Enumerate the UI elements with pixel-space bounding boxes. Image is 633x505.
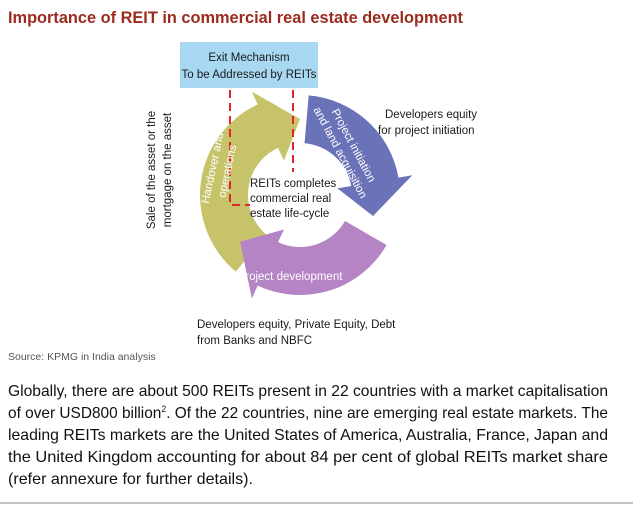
center-text: commercial real <box>250 193 331 205</box>
center-text: REITs completes <box>250 178 337 190</box>
arrow-handover <box>200 91 300 272</box>
arrow-development <box>240 221 387 299</box>
dashed-connector <box>229 90 294 206</box>
arrow-label: Project development <box>238 271 344 283</box>
paragraph-line: the United Kingdom accounting for about … <box>8 449 608 466</box>
note: from Banks and NBFC <box>197 335 312 347</box>
arrow-initiation <box>304 95 413 216</box>
source: Source: KPMG in India analysis <box>8 351 156 363</box>
paragraph-text: of over USD800 billion <box>8 405 161 422</box>
exit-text: Exit Mechanism <box>208 52 289 64</box>
paragraph-line: Globally, there are about 500 REITs pres… <box>8 383 608 400</box>
exit-box <box>180 42 318 88</box>
paragraph-line: leading REITs markets are the United Sta… <box>8 427 608 444</box>
footnote: 2 <box>161 404 166 414</box>
note: for project initiation <box>378 125 475 137</box>
paragraph-line: of over USD800 billion2. Of the 22 count… <box>8 404 608 422</box>
side-note: Sale of the asset or the <box>146 111 158 229</box>
exit-text: To be Addressed by REITs <box>182 69 317 81</box>
paragraph-line: (refer annexure for further details). <box>8 471 253 488</box>
cycle <box>200 91 413 299</box>
title: Importance of REIT in commercial real es… <box>8 8 463 27</box>
center-text: estate life-cycle <box>250 208 329 220</box>
paragraph-text: . Of the 22 countries, nine are emerging… <box>166 405 608 422</box>
note: Developers equity, Private Equity, Debt <box>197 319 396 331</box>
paragraph-rest: leading REITs markets are the United Sta… <box>8 427 608 488</box>
side-note: mortgage on the asset <box>162 112 174 227</box>
note: Developers equity <box>385 109 477 121</box>
